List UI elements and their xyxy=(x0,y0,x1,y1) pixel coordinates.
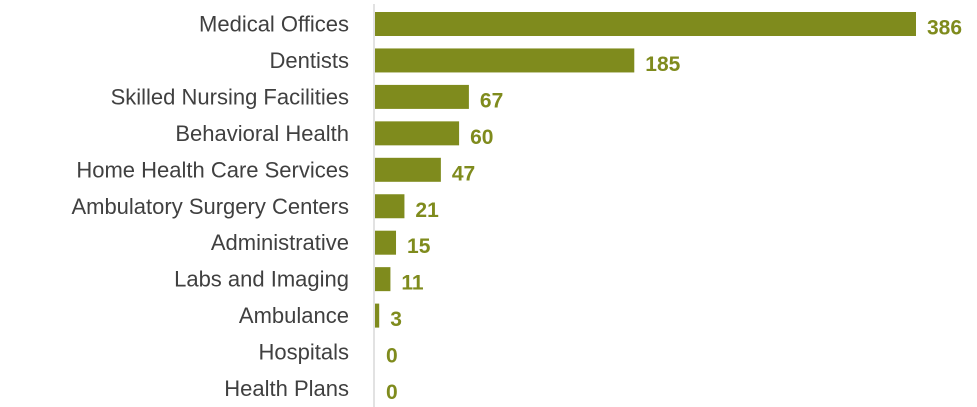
category-label-home-health-care-services: Home Health Care Services xyxy=(76,157,349,182)
category-label-hospitals: Hospitals xyxy=(259,340,349,365)
bar-labs-and-imaging xyxy=(375,267,391,292)
bar-behavioral-health xyxy=(375,121,460,146)
value-labels-group: 386 185 67 60 47 21 15 11 3 0 0 xyxy=(386,17,962,405)
category-label-administrative: Administrative xyxy=(211,230,349,255)
value-label-ambulance: 3 xyxy=(390,308,402,331)
value-label-skilled-nursing-facilities: 67 xyxy=(480,89,503,112)
value-label-dentists: 185 xyxy=(645,53,680,76)
category-label-medical-offices: Medical Offices xyxy=(199,12,349,37)
bar-skilled-nursing-facilities xyxy=(375,84,469,109)
category-labels-group: Medical Offices Dentists Skilled Nursing F… xyxy=(71,12,349,402)
category-label-behavioral-health: Behavioral Health xyxy=(175,121,349,146)
category-label-skilled-nursing-facilities: Skilled Nursing Facilities xyxy=(111,84,349,109)
category-label-health-plans: Health Plans xyxy=(224,376,349,401)
value-label-administrative: 15 xyxy=(407,235,431,258)
value-label-behavioral-health: 60 xyxy=(470,126,493,149)
bar-ambulatory-surgery-centers xyxy=(375,194,405,219)
bar-home-health-care-services xyxy=(375,157,441,182)
category-label-labs-and-imaging: Labs and Imaging xyxy=(174,267,349,292)
value-label-health-plans: 0 xyxy=(386,381,398,404)
category-label-dentists: Dentists xyxy=(270,48,349,73)
category-label-ambulatory-surgery-centers: Ambulatory Surgery Centers xyxy=(71,194,349,219)
value-label-hospitals: 0 xyxy=(386,345,398,368)
category-label-ambulance: Ambulance xyxy=(239,303,349,328)
bars-group xyxy=(375,12,916,328)
bar-ambulance xyxy=(375,303,380,328)
value-label-ambulatory-surgery-centers: 21 xyxy=(415,199,439,222)
bar-medical-offices xyxy=(375,12,916,36)
bar-administrative xyxy=(375,230,397,255)
value-label-home-health-care-services: 47 xyxy=(452,162,475,185)
bar-dentists xyxy=(375,48,635,73)
value-label-labs-and-imaging: 11 xyxy=(401,272,424,295)
value-label-medical-offices: 386 xyxy=(927,17,962,40)
